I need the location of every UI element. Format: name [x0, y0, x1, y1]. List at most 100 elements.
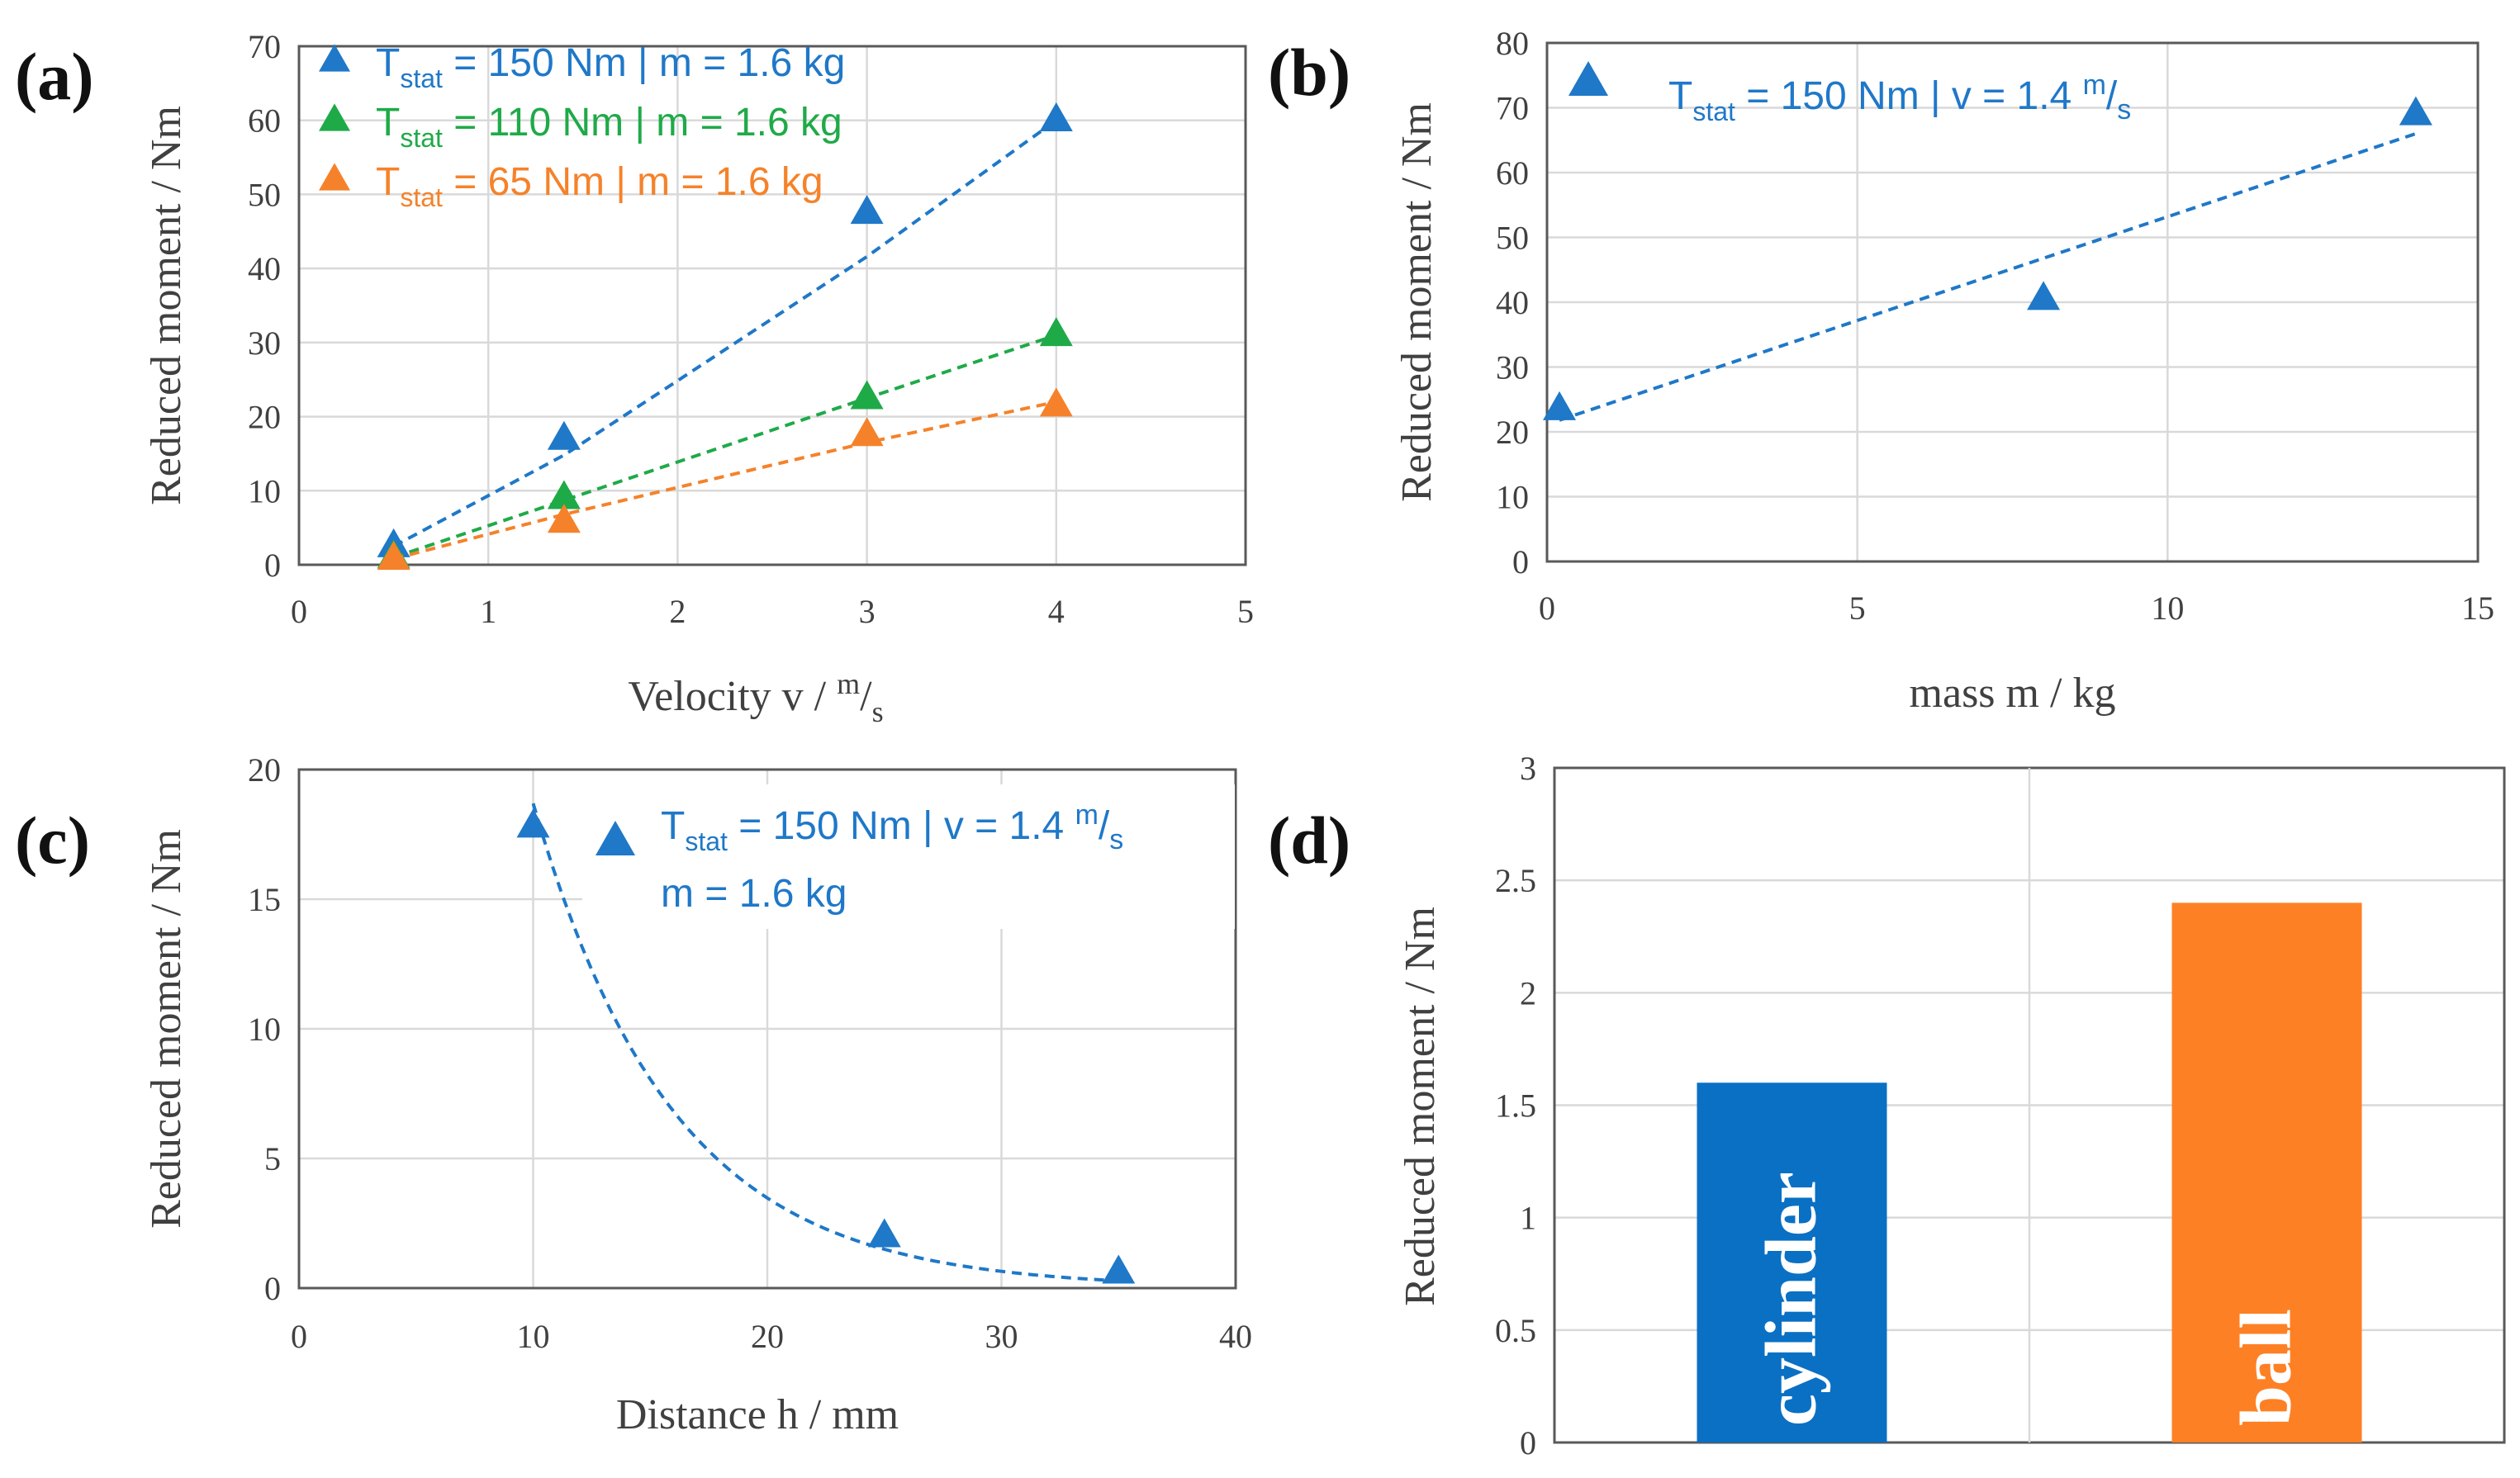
legend-sub: stat — [685, 827, 728, 856]
chart-c: 0 5 10 15 20 0 10 20 30 40 Reduced moment / Nm (c) D… — [15, 751, 1252, 1438]
panel-label: (c) — [15, 803, 90, 878]
x-tick-label: 0 — [1539, 590, 1555, 627]
legend-sub: stat — [400, 64, 443, 93]
legend-entry-series-1: Tstat = 150 Nm | v = 1.4 m/s — [1668, 69, 2131, 126]
y-tick-label: 0 — [1520, 1424, 1536, 1461]
data-point-series-3 — [547, 504, 581, 533]
legend-main: T — [1668, 74, 1692, 118]
y-axis-label: Reduced moment / Nm — [1397, 907, 1444, 1306]
x-axis-label: mass m / kg — [1910, 670, 2116, 717]
bar-ball — [2171, 902, 2362, 1442]
bar-label-cylinder: cylinder — [1752, 1172, 1832, 1426]
legend-entry-series-1: Tstat = 150 Nm | v = 1.4 m/s — [661, 799, 1123, 856]
data-point-series-3 — [850, 417, 884, 447]
legend-rest: = 150 Nm | v = 1.4 — [1735, 74, 2083, 118]
y-tick-label: 40 — [1496, 284, 1529, 321]
panel-label: (b) — [1268, 35, 1350, 110]
y-tick-label: 20 — [248, 399, 281, 436]
plot-frame — [1545, 41, 2480, 563]
legend-main: T — [376, 101, 400, 144]
legend-marker-series-2 — [319, 103, 350, 131]
legend-frac-den: s — [1109, 824, 1123, 855]
plot-frame — [297, 768, 1237, 1290]
legend-rest: = 110 Nm | m = 1.6 kg — [443, 101, 842, 144]
x-axis-label: Velocity v / m/s — [628, 667, 883, 728]
x-axis-label: Distance h / mm — [616, 1391, 899, 1438]
y-tick-label: 1 — [1520, 1200, 1536, 1237]
legend-marker-series-3 — [319, 163, 350, 191]
y-tick-label: 0.5 — [1495, 1312, 1536, 1349]
y-tick-label: 40 — [248, 250, 281, 287]
x-tick-label: 15 — [2461, 590, 2494, 627]
bar-label-ball: ball — [2227, 1309, 2307, 1426]
x-tick-label: 40 — [1219, 1318, 1252, 1355]
x-axis-unit-slash: / — [860, 673, 872, 720]
plot-frame — [297, 45, 1247, 566]
bar-cylinder — [1697, 1082, 1887, 1442]
legend-main: T — [376, 41, 400, 85]
data-point-series-1 — [547, 420, 581, 450]
y-tick-label: 10 — [1496, 479, 1529, 516]
x-tick-label: 1 — [480, 593, 496, 630]
y-tick-label: 20 — [1496, 414, 1529, 451]
data-point-series-1 — [516, 808, 550, 838]
x-tick-label: 5 — [1849, 590, 1866, 627]
y-tick-label: 60 — [1496, 154, 1529, 192]
x-tick-label: 5 — [1237, 593, 1254, 630]
data-point-series-2 — [547, 480, 581, 509]
x-tick-label: 4 — [1048, 593, 1065, 630]
y-tick-label: 1.5 — [1495, 1087, 1536, 1125]
data-point-series-2 — [1039, 317, 1073, 347]
panel-label: (a) — [15, 39, 94, 114]
x-tick-label: 3 — [859, 593, 876, 630]
y-tick-label: 0 — [1512, 543, 1529, 580]
y-tick-label: 15 — [248, 881, 281, 918]
data-point-series-2 — [850, 380, 884, 410]
trendline-series-1 — [531, 803, 1119, 1283]
x-axis-label-text: Velocity v / — [628, 673, 837, 720]
legend-sub: stat — [400, 182, 443, 212]
data-point-series-3 — [377, 541, 411, 571]
y-tick-label: 3 — [1520, 750, 1536, 787]
y-tick-label: 0 — [264, 547, 281, 584]
y-tick-label: 60 — [248, 102, 281, 140]
y-tick-label: 2 — [1520, 974, 1536, 1011]
x-tick-label: 10 — [2151, 590, 2184, 627]
data-point-series-1 — [1543, 391, 1577, 420]
legend-frac-den: s — [2117, 94, 2131, 126]
legend-main: T — [661, 804, 685, 848]
x-axis-unit-den: s — [872, 695, 884, 728]
legend-rest: = 150 Nm | v = 1.4 — [728, 804, 1075, 848]
data-point-series-3 — [1039, 387, 1073, 417]
trendline-series-2 — [392, 333, 1057, 559]
y-tick-label: 50 — [1496, 220, 1529, 257]
legend-rest: = 150 Nm | m = 1.6 kg — [443, 41, 845, 85]
data-point-series-1 — [1039, 102, 1073, 132]
legend-frac-slash: / — [1099, 804, 1110, 848]
y-axis-label: Reduced moment / Nm — [1393, 102, 1440, 502]
legend-frac-num: m — [1075, 799, 1099, 831]
y-tick-label: 30 — [248, 324, 281, 362]
x-tick-label: 30 — [985, 1318, 1018, 1355]
chart-a: 0 10 20 30 40 50 60 70 0 1 2 3 4 5 Reduced moment / Nm… — [15, 28, 1254, 728]
legend-entry-series-3: Tstat = 65 Nm | m = 1.6 kg — [376, 160, 823, 212]
x-tick-label: 10 — [517, 1318, 550, 1355]
legend-entry-line2: m = 1.6 kg — [661, 872, 847, 916]
legend-entry-series-1: Tstat = 150 Nm | m = 1.6 kg — [376, 41, 845, 93]
legend-marker-series-1 — [1568, 60, 1608, 96]
legend-sub: stat — [400, 123, 443, 153]
y-tick-label: 20 — [248, 751, 281, 789]
legend-rest: = 65 Nm | m = 1.6 kg — [443, 160, 823, 204]
chart-b: 0 10 20 30 40 50 60 70 80 0 5 10 15 Reduced moment / … — [1268, 25, 2494, 717]
trendline-series-3 — [393, 400, 1057, 561]
y-tick-label: 70 — [248, 28, 281, 65]
trendline-series-1 — [1559, 132, 2417, 422]
y-tick-label: 5 — [264, 1140, 281, 1177]
data-point-series-1 — [2399, 96, 2432, 126]
x-tick-label: 0 — [291, 593, 307, 630]
x-tick-label: 20 — [751, 1318, 784, 1355]
data-point-series-1 — [850, 195, 884, 225]
x-tick-label: 0 — [291, 1318, 307, 1355]
y-tick-label: 10 — [248, 1011, 281, 1048]
